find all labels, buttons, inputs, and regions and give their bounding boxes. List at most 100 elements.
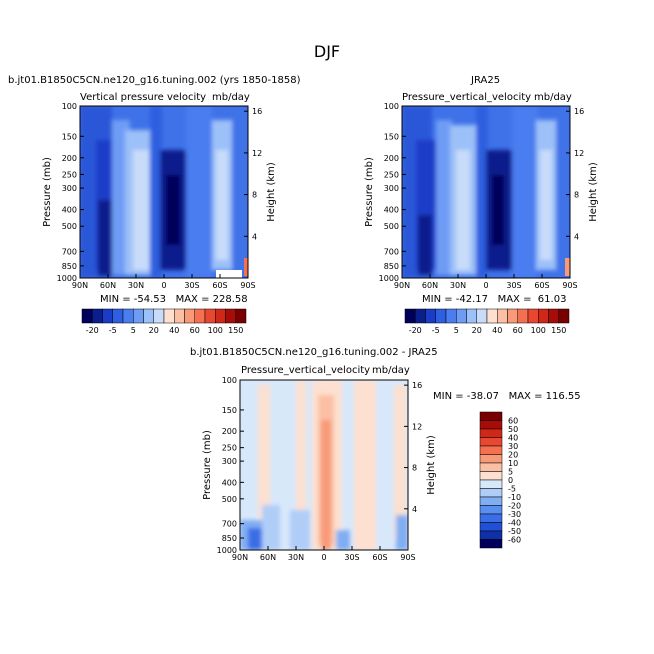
panel1-max-spot [244,258,248,276]
colorbar-label: -30 [508,510,521,519]
y-tick-label: 300 [384,184,399,193]
y-tick-label: 150 [222,406,237,415]
y-tick-label: 700 [222,520,237,529]
colorbar-label: 5 [454,326,459,335]
y-axis-title: Pressure (mb) [202,430,213,500]
colorbar-swatch [479,479,503,489]
y-tick-label: 250 [222,444,237,453]
colorbar-swatch [479,513,503,523]
colorbar-swatch [102,308,113,324]
y-tick-label: 400 [62,206,77,215]
colorbar-swatch [153,308,165,324]
y-tick-label: 1000 [217,546,237,555]
x-tick-label: 60N [100,281,116,290]
colorbar-label: 0 [508,476,513,485]
colorbar-label: 20 [508,451,518,460]
y-tick-label: 500 [222,495,237,504]
x-tick-label: 60N [260,553,276,562]
y-tick-label: 850 [62,262,77,271]
colorbar-swatch [527,308,539,324]
colorbar-swatch [456,308,467,324]
colorbar2: -20 -5 5 20 40 60 100 150 [404,308,570,335]
x-tick-label: 90S [400,553,415,562]
x-tick-label: 30S [344,553,359,562]
x-tick-label: 60S [212,281,227,290]
panel1-axes: 100 150 200 250 300 400 500 700 850 1000 16 12 8 4 90N… [42,102,277,290]
panel3-subtitle-right: mb/day [372,365,410,376]
y2-tick-label: 4 [252,232,257,241]
x-tick-label: 30S [506,281,521,290]
colorbar-label: -20 [409,326,422,335]
panel3-field [240,380,408,550]
colorbar-swatch [479,471,503,481]
y-tick-label: 700 [384,247,399,256]
colorbar-swatch [558,308,570,324]
x-tick-label: 90S [240,281,255,290]
colorbar-swatch [466,308,477,324]
colorbar-label: -20 [86,326,99,335]
y2-axis-title: Height (km) [266,162,277,222]
colorbar-label: -50 [508,527,521,536]
y-tick-label: 850 [384,262,399,271]
colorbar-label: 40 [492,326,502,335]
colorbar-label: 60 [190,326,200,335]
colorbar-swatch [445,308,457,324]
colorbar-swatch [479,420,503,430]
y-tick-label: 400 [222,478,237,487]
x-tick-label: 0 [321,553,326,562]
panel2-title: JRA25 [471,75,501,86]
y-tick-label: 100 [384,102,399,111]
colorbar-swatch [476,308,488,324]
colorbar-swatch [479,505,503,515]
y-tick-label: 150 [384,132,399,141]
colorbar-swatch [548,308,559,324]
panel2-subtitle-left: Pressure_vertical_velocity [402,92,532,103]
colorbar-swatch [479,454,503,464]
y-tick-label: 250 [62,170,77,179]
colorbar-label: 30 [508,442,518,451]
colorbar-swatch [497,308,508,324]
y-tick-label: 300 [62,184,77,193]
panel1-subtitle-right: mb/day [212,92,250,103]
colorbar1: -20 -5 5 20 40 60 100 150 [81,308,247,335]
x-tick-label: 30N [288,553,304,562]
colorbar-label: 5 [508,468,513,477]
colorbar-swatch [425,308,436,324]
panel2-field [402,106,570,278]
colorbar-label: 10 [508,459,518,468]
colorbar-swatch [112,308,124,324]
colorbar-swatch [486,308,498,324]
colorbar-swatch [81,308,93,324]
y2-tick-label: 8 [412,464,417,473]
y2-axis-title: Height (km) [588,162,599,222]
y2-tick-label: 4 [574,232,579,241]
colorbar-label: 40 [169,326,179,335]
y-tick-label: 1000 [57,274,77,283]
colorbar-swatch [194,308,206,324]
colorbar-swatch [404,308,416,324]
colorbar-swatch [163,308,175,324]
y-tick-label: 200 [62,154,77,163]
colorbar-swatch [92,308,103,324]
y2-axis-title: Height (km) [426,435,437,495]
axes-layer: 100150200250300400500700850100016128490N… [42,102,599,562]
colorbar-label: 150 [228,326,243,335]
colorbar-swatch [204,308,216,324]
x-tick-label: 90N [72,281,88,290]
colorbar-swatch [225,308,236,324]
x-tick-label: 90N [394,281,410,290]
y-tick-label: 100 [62,102,77,111]
colorbar-swatch [479,411,503,421]
colorbar-swatch [122,308,134,324]
y-tick-label: 500 [62,222,77,231]
panel3-axes: 100 150 200 250 300 400 500 700 850 1000 16 12 8 4 90N… [202,376,437,562]
panel1-contours [80,106,248,278]
colorbar-layer: -20 -5 5 20 40 60 100 150 -20 -5 5 20 40 60 100 1506050… [81,308,570,549]
colorbar-label: -40 [508,519,521,528]
y-tick-label: 700 [62,247,77,256]
x-tick-label: 0 [483,281,488,290]
y2-tick-label: 8 [252,191,257,200]
panel1-subtitle-left: Vertical pressure velocity [80,92,207,103]
panel1-stats: MIN = -54.53 MAX = 228.58 [100,294,248,305]
